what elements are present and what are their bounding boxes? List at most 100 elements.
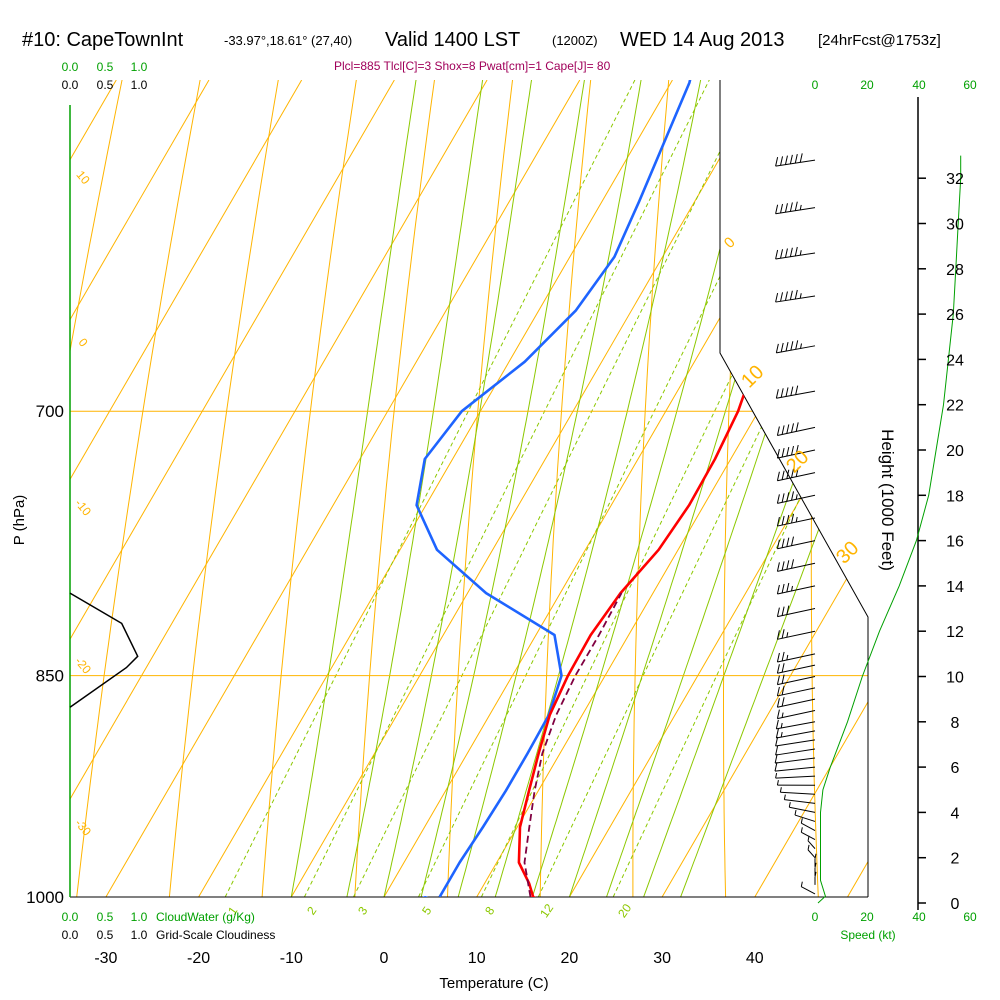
barb-half-flag xyxy=(780,722,783,729)
barb-flag xyxy=(776,675,780,685)
isotherm-line xyxy=(754,80,868,897)
barb-flag xyxy=(780,249,784,259)
barb-flag xyxy=(780,342,784,353)
barb-flag xyxy=(780,388,784,398)
barb-flag xyxy=(776,698,780,708)
barb-staff xyxy=(777,664,816,674)
barb-flag xyxy=(784,155,788,165)
barb-flag xyxy=(794,154,798,164)
wind-barb xyxy=(776,605,816,618)
cloudiness-tick-bottom: 0.5 xyxy=(97,928,114,942)
speed-tick-top: 0 xyxy=(812,78,819,92)
mixing-ratio-label: 2 xyxy=(304,904,319,918)
barb-flag xyxy=(781,538,785,548)
wind-barb xyxy=(800,818,816,831)
barb-staff xyxy=(777,585,816,595)
barb-flag xyxy=(776,584,780,595)
barb-flag xyxy=(789,290,793,300)
barb-flag xyxy=(775,736,779,747)
isotherm-line xyxy=(70,80,488,897)
wind-barb xyxy=(776,444,816,459)
height-tick-label: 32 xyxy=(946,171,964,188)
barb-flag xyxy=(776,562,780,572)
barb-staff xyxy=(801,886,816,895)
barb-flag xyxy=(781,447,785,458)
temperature-tick-label: 0 xyxy=(380,950,389,967)
barb-flag xyxy=(776,652,780,663)
thermo-grid xyxy=(70,0,1000,897)
barb-flag xyxy=(775,728,779,739)
barb-flag xyxy=(781,606,785,616)
barb-staff xyxy=(777,562,816,572)
barb-flag xyxy=(794,246,798,257)
moist-adiabat-line xyxy=(457,80,830,897)
mixing-ratio-line xyxy=(612,80,868,897)
height-tick-label: 12 xyxy=(946,624,964,641)
barb-half-flag xyxy=(780,731,783,738)
speed-axis-title: Speed (kt) xyxy=(840,928,895,942)
barb-flag xyxy=(775,719,779,730)
barb-flag xyxy=(776,539,780,549)
barb-flag xyxy=(784,248,788,258)
barb-flag xyxy=(781,651,785,662)
wind-barb xyxy=(788,802,816,813)
wind-barb xyxy=(776,559,816,572)
speed-tick-top: 20 xyxy=(860,78,874,92)
height-tick-label: 28 xyxy=(946,262,964,279)
barb-staff xyxy=(780,791,816,795)
barb-staff xyxy=(774,766,816,772)
dry-adiabat-line xyxy=(979,0,1000,897)
barb-half-flag xyxy=(795,494,798,500)
barb-half-flag xyxy=(776,780,779,786)
barb-half-flag xyxy=(791,585,793,592)
barb-flag xyxy=(784,291,788,301)
isotherm-label: 10 xyxy=(737,361,768,392)
axis-labels: 024681012141618202224262830320102030100-… xyxy=(11,60,977,992)
speed-tick-bottom: 0 xyxy=(812,910,819,924)
wind-barb xyxy=(814,853,817,867)
barb-flag xyxy=(775,745,779,756)
wind-barb xyxy=(776,674,816,686)
moist-adiabat-line xyxy=(643,80,868,897)
wind-barb xyxy=(775,745,816,756)
isotherm-line xyxy=(476,80,868,897)
barb-flag xyxy=(781,425,785,435)
mixing-ratio-line xyxy=(224,80,853,897)
barb-flag xyxy=(774,753,778,764)
wind-barb xyxy=(776,663,816,674)
barb-staff xyxy=(775,748,816,756)
barb-staff xyxy=(801,831,816,841)
wind-barb xyxy=(776,491,816,504)
barb-flag xyxy=(791,536,794,546)
dry-adiabat-line xyxy=(70,80,398,897)
barb-flag xyxy=(775,204,779,214)
barb-flag xyxy=(791,445,794,456)
barb-staff xyxy=(775,739,816,747)
cloudwater-tick-top: 0.0 xyxy=(62,60,79,74)
speed-tick-bottom: 40 xyxy=(912,910,926,924)
isotherm-line xyxy=(290,80,766,897)
y-axis-title: P (hPa) xyxy=(11,495,28,546)
barb-half-flag xyxy=(779,787,782,793)
mixing-ratio-line xyxy=(537,80,868,897)
dry-adiabat-line xyxy=(539,80,768,897)
barb-staff xyxy=(777,709,816,720)
cloudiness-tick-bottom: 0.0 xyxy=(62,928,79,942)
barb-flag xyxy=(786,469,790,479)
dry-adiabat-line xyxy=(261,80,583,897)
isotherm-line xyxy=(383,80,859,897)
mixing-ratio-label: 12 xyxy=(537,901,556,920)
wind-barb xyxy=(776,422,816,436)
temperature-profile xyxy=(517,80,868,897)
barb-staff xyxy=(777,676,816,686)
wind-barb xyxy=(783,794,816,804)
wind-barb xyxy=(776,582,816,595)
moist-adiabat-line xyxy=(606,80,868,897)
moist-adiabat-line xyxy=(680,80,868,897)
height-tick-label: 6 xyxy=(951,760,960,777)
barb-flag xyxy=(775,389,779,399)
barb-flag xyxy=(789,247,793,257)
temperature-tick-label: -30 xyxy=(94,950,117,967)
barb-staff xyxy=(801,822,816,831)
barb-flag xyxy=(795,467,799,477)
